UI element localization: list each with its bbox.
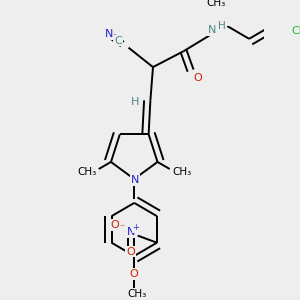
Text: N: N: [208, 25, 217, 35]
Text: H: H: [130, 98, 139, 107]
Text: N: N: [131, 175, 139, 185]
Text: CH₃: CH₃: [127, 289, 146, 299]
Text: N: N: [127, 227, 135, 237]
Text: ⁻: ⁻: [119, 224, 124, 233]
Text: CH₃: CH₃: [206, 0, 226, 8]
Text: Cl: Cl: [292, 26, 300, 36]
Text: CH₃: CH₃: [172, 167, 192, 177]
Text: CH₃: CH₃: [78, 167, 97, 177]
Text: C: C: [114, 36, 122, 46]
Text: O: O: [193, 73, 202, 83]
Text: O: O: [111, 220, 119, 230]
Text: O: O: [130, 268, 139, 279]
Text: N: N: [105, 29, 113, 39]
Text: H: H: [218, 21, 226, 32]
Text: O: O: [126, 247, 135, 256]
Text: +: +: [133, 223, 140, 232]
